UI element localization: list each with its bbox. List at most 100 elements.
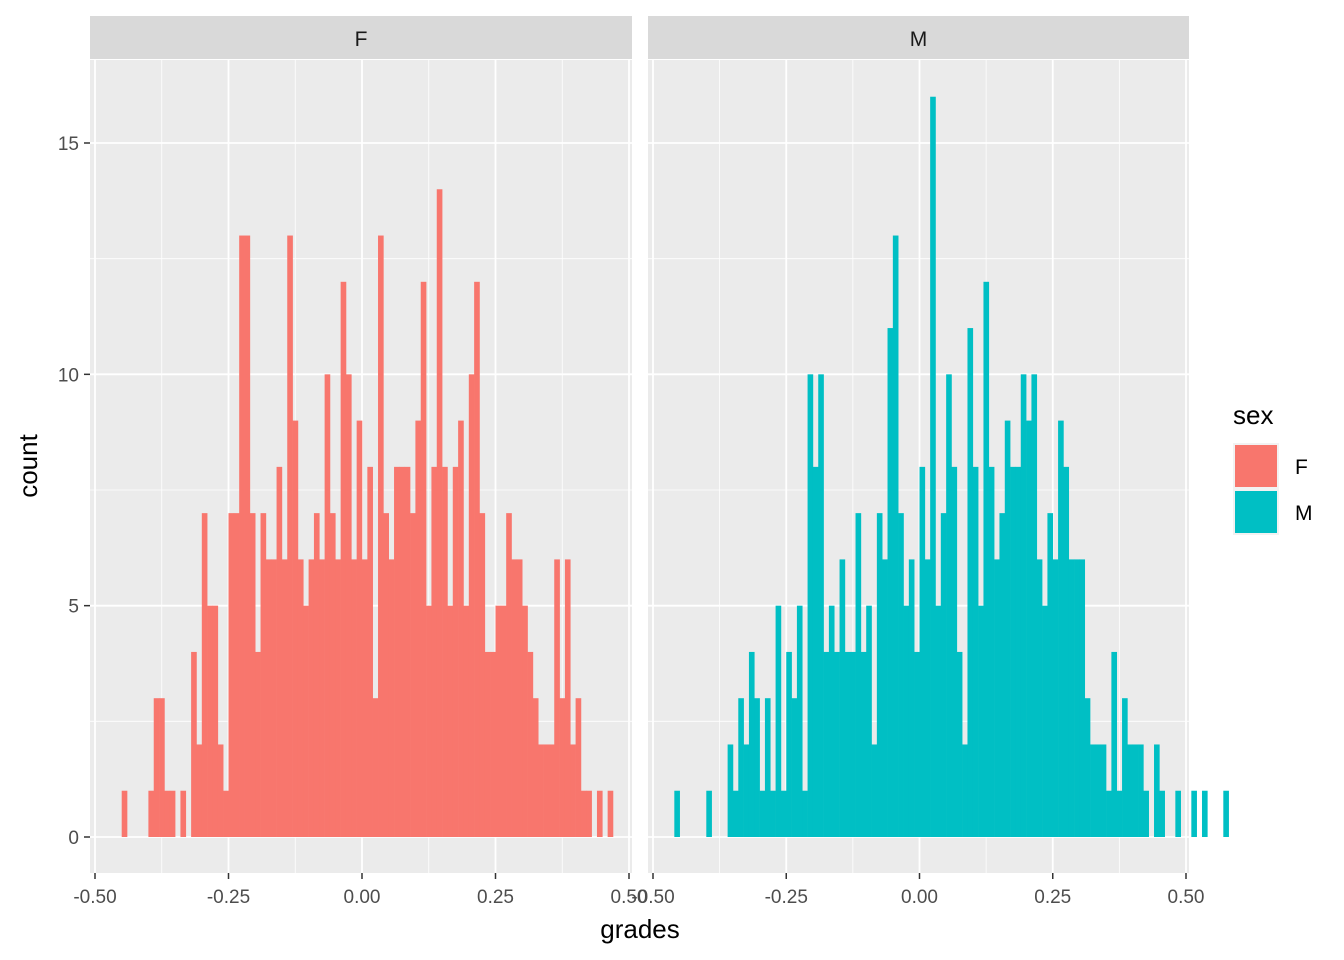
histogram-bar (345, 374, 352, 837)
histogram-bar (903, 605, 910, 837)
histogram-bar (575, 698, 582, 837)
histogram-bar (1042, 605, 1048, 837)
histogram-bar (564, 559, 571, 837)
histogram-bar (431, 466, 438, 837)
histogram-bar (1058, 420, 1064, 837)
legend-key-swatch (1235, 491, 1277, 533)
histogram-bar (1004, 420, 1011, 837)
histogram-bar (951, 466, 958, 837)
histogram-bar (887, 328, 894, 837)
histogram-bar (1047, 513, 1054, 837)
histogram-bar (607, 790, 614, 837)
histogram-bar (898, 513, 904, 837)
legend-entry-M: M (1233, 489, 1313, 535)
facet-strip-label: M (910, 28, 928, 51)
histogram-bar (426, 605, 432, 837)
histogram-bar (818, 374, 824, 837)
histogram-bar (967, 328, 974, 837)
histogram-bar (319, 559, 325, 837)
histogram-bar (828, 605, 835, 837)
histogram-bar (1079, 559, 1086, 837)
histogram-bar (839, 559, 846, 837)
histogram-bar (474, 281, 480, 837)
histogram-bar (732, 790, 739, 837)
histogram-bar (121, 790, 128, 837)
facet-strip (648, 16, 1189, 59)
histogram-bar (447, 605, 454, 837)
legend-key-swatch (1235, 445, 1277, 487)
legend: sex FM (1233, 400, 1313, 535)
histogram-bar (191, 651, 197, 837)
histogram-bar (780, 790, 787, 837)
histogram-bar (596, 790, 603, 837)
histogram-bar (538, 744, 544, 837)
histogram-bar (1132, 744, 1139, 837)
facet-strip (90, 16, 632, 59)
histogram-bar (452, 466, 459, 837)
x-tick-label: -0.50 (73, 887, 116, 908)
x-tick-label: 0.25 (1034, 887, 1071, 908)
histogram-bar (924, 559, 931, 837)
histogram-bar (1074, 559, 1080, 837)
histogram-bar (764, 698, 771, 837)
histogram-bar (580, 790, 587, 837)
legend-title: sex (1233, 400, 1273, 430)
histogram-bar (458, 420, 464, 837)
facet-panel-M: M -0.50 -0.25 0.00 0.25 0.50 (631, 16, 1229, 908)
histogram-bar (1052, 559, 1059, 837)
histogram-bar (1175, 790, 1181, 837)
histogram-bar (404, 466, 411, 837)
x-tick-label: -0.50 (631, 887, 674, 908)
histogram-bar (484, 651, 491, 837)
histogram-bar (1138, 744, 1144, 837)
histogram-bar (180, 790, 187, 837)
histogram-bar (791, 698, 798, 837)
histogram-bar (1063, 466, 1070, 837)
histogram-bar (1201, 790, 1208, 837)
histogram-bar (276, 466, 283, 837)
x-tick-label: 0.00 (344, 887, 381, 908)
histogram-bar (919, 466, 926, 837)
histogram-bar (1026, 420, 1032, 837)
histogram-bar (882, 559, 888, 837)
histogram-bar (244, 235, 251, 838)
y-tick-label: 10 (58, 365, 79, 386)
histogram-bar (303, 605, 309, 837)
histogram-bar (786, 651, 792, 837)
histogram-bar (1020, 374, 1027, 837)
histogram-bar (559, 698, 566, 837)
histogram-bar (442, 466, 448, 837)
histogram-bar (743, 744, 750, 837)
x-tick-label: 0.25 (477, 887, 514, 908)
histogram-bar (239, 235, 245, 838)
histogram-bar (834, 651, 840, 837)
histogram-bar (1100, 744, 1107, 837)
histogram-bar (260, 513, 267, 837)
x-axis-title: grades (600, 914, 680, 944)
histogram-bar (775, 605, 782, 837)
histogram-bar (463, 605, 470, 837)
histogram-bar (436, 189, 443, 837)
histogram-bar (823, 651, 830, 837)
histogram-bar (468, 374, 475, 837)
histogram-bar (372, 698, 379, 837)
histogram-bar (516, 559, 523, 837)
histogram-bar (329, 513, 336, 837)
x-tick-label: -0.25 (207, 887, 250, 908)
histogram-bar (399, 466, 406, 837)
histogram-bar (201, 513, 208, 837)
histogram-bar (988, 466, 995, 837)
histogram-bar (223, 790, 229, 837)
histogram-bar (1084, 698, 1091, 837)
histogram-bar (860, 651, 867, 837)
legend-label: M (1295, 502, 1313, 525)
histogram-bar (1159, 790, 1165, 837)
histogram-bar (394, 466, 400, 837)
legend-entries: FM (1233, 443, 1313, 535)
histogram-bar (281, 559, 288, 837)
histogram-bar (362, 559, 368, 837)
histogram-bar (378, 235, 384, 838)
histogram-bar (876, 513, 883, 837)
histogram-bar (1154, 744, 1160, 837)
histogram-bar (335, 559, 341, 837)
